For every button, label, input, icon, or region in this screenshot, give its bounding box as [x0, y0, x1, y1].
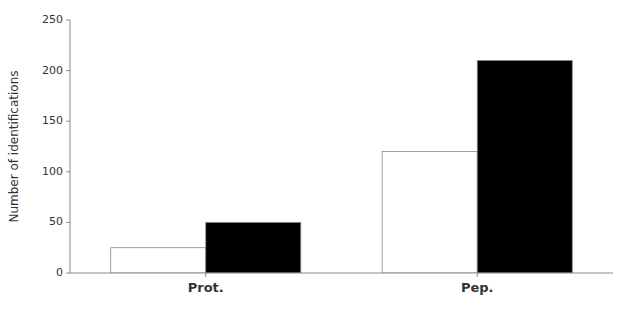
y-tick — [66, 121, 70, 122]
y-tick-label: 200 — [42, 64, 63, 77]
x-tick-label: Prot. — [188, 280, 224, 295]
x-tick — [205, 273, 206, 277]
y-axis-label: Number of identifications — [7, 70, 21, 222]
y-axis-line — [70, 20, 71, 273]
bar — [477, 60, 572, 273]
x-axis-line — [70, 273, 613, 274]
x-tick-label: Pep. — [461, 280, 494, 295]
y-tick-label: 100 — [42, 165, 63, 178]
y-tick — [66, 273, 70, 274]
chart: 0 50 100 150 200 250 Prot. Pep. Number of identi… — [0, 0, 637, 315]
bar — [111, 248, 206, 273]
bars — [111, 60, 573, 273]
y-tick — [66, 171, 70, 172]
y-tick-label: 150 — [42, 114, 63, 127]
y-tick — [66, 70, 70, 71]
y-tick-label: 0 — [56, 266, 63, 279]
y-tick — [66, 20, 70, 21]
y-tick-label: 250 — [42, 13, 63, 26]
x-tick — [477, 273, 478, 277]
chart-container: 0 50 100 150 200 250 Prot. Pep. Number of identi… — [0, 0, 637, 315]
bar — [382, 152, 477, 273]
y-tick-label: 50 — [49, 215, 63, 228]
y-tick — [66, 222, 70, 223]
bar — [206, 222, 301, 273]
